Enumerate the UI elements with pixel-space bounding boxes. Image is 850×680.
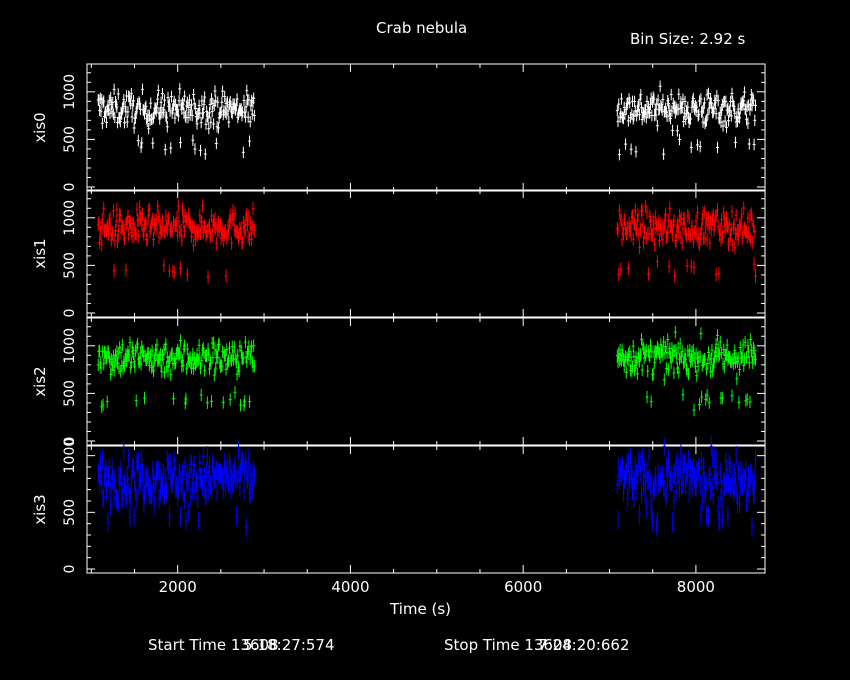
stop-time-label: Stop Time 13608 [444, 636, 573, 654]
panel-label-xis3: xis3 [31, 494, 49, 524]
chart-title: Crab nebula [376, 19, 468, 37]
y-tick-label-xis0: 500 [62, 126, 78, 153]
panel-label-xis2: xis2 [31, 366, 49, 396]
panel-label-xis1: xis1 [31, 238, 49, 268]
y-tick-label-xis3: 1000 [62, 438, 78, 474]
stop-time-value: 7:24:20:662 [538, 636, 630, 654]
panel-frame-xis2 [86, 317, 766, 446]
y-tick-label-xis1: 1000 [62, 200, 78, 236]
panel-frame-xis3 [86, 445, 766, 574]
y-tick-label-xis1: 0 [62, 309, 78, 318]
bin-size-label: Bin Size: 2.92 s [630, 30, 746, 48]
y-tick-label-xis2: 500 [62, 380, 78, 407]
y-tick-label-xis3: 0 [62, 565, 78, 574]
x-tick-label: 6000 [504, 578, 542, 596]
y-tick-label-xis0: 1000 [62, 74, 78, 110]
start-time-value: 5:18:27:574 [243, 636, 335, 654]
x-tick-label: 8000 [677, 578, 715, 596]
y-tick-label-xis0: 0 [62, 183, 78, 192]
panel-label-xis0: xis0 [31, 112, 49, 142]
start-time-label: Start Time 13608 [148, 636, 279, 654]
panel-frame-xis1 [86, 189, 766, 318]
y-tick-label-xis1: 500 [62, 252, 78, 279]
panel-frame-xis0 [86, 63, 766, 192]
x-tick-label: 4000 [331, 578, 369, 596]
y-tick-label-xis3: 500 [62, 499, 78, 526]
y-tick-label-xis2: 1000 [62, 328, 78, 364]
x-tick-label: 2000 [159, 578, 197, 596]
y-tick-label-xis2: 0 [62, 437, 78, 446]
x-axis-label: Time (s) [390, 600, 451, 618]
